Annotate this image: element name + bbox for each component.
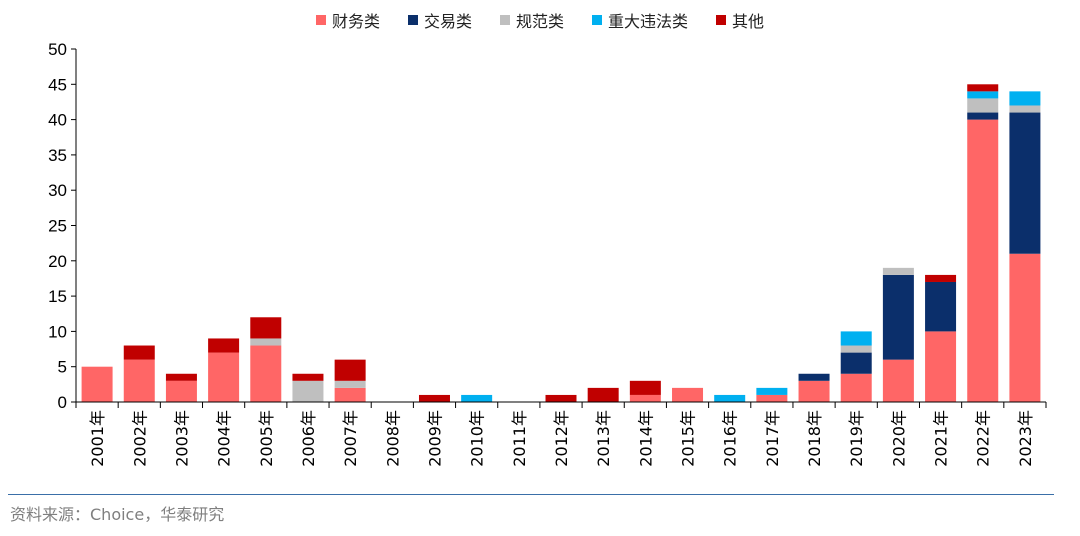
- bar-segment: [967, 112, 999, 120]
- bar-segment: [967, 119, 999, 402]
- bar-segment: [81, 366, 113, 402]
- x-tick-label: 2005年: [257, 410, 276, 467]
- y-tick-label: 40: [48, 111, 67, 130]
- bar-segment: [165, 373, 197, 381]
- legend-label: 其他: [732, 12, 765, 31]
- x-tick-label: 2016年: [721, 410, 740, 467]
- bar-segment: [334, 387, 366, 402]
- bar-segment: [123, 359, 155, 402]
- bar-segment: [882, 359, 914, 402]
- legend-swatch: [592, 15, 602, 25]
- bar-segment: [756, 394, 788, 402]
- y-tick-label: 0: [58, 393, 67, 412]
- bar-segment: [587, 387, 619, 402]
- bar-segment: [1009, 105, 1041, 113]
- bar-segment: [967, 91, 999, 99]
- bar-segment: [545, 394, 577, 402]
- bar-segment: [882, 274, 914, 360]
- x-tick-label: 2023年: [1016, 410, 1035, 467]
- y-tick-label: 45: [48, 75, 67, 94]
- y-tick-label: 10: [48, 322, 67, 341]
- bar-segment: [672, 387, 704, 402]
- y-tick-label: 30: [48, 181, 67, 200]
- bar-segment: [882, 267, 914, 275]
- bar-segment: [123, 345, 155, 360]
- stacked-bar-chart: 0 5 10 15 20 25 30 35 40 45 50 2001年 2002年 2003年 2004年…: [48, 40, 1047, 467]
- x-tick-label: 2007年: [341, 410, 360, 467]
- bar-segment: [925, 274, 957, 282]
- bar-segment: [250, 345, 282, 402]
- legend-item: 其他: [716, 8, 764, 32]
- bar-segment: [629, 380, 661, 395]
- x-tick-label: 2006年: [299, 410, 318, 467]
- x-tick-label: 2004年: [215, 410, 234, 467]
- legend-swatch: [407, 15, 418, 25]
- y-tick-label: 25: [48, 217, 67, 236]
- legend-item: 财务类: [315, 8, 380, 32]
- legend-swatch: [315, 15, 326, 25]
- x-tick-label: 2008年: [383, 410, 402, 467]
- legend-label: 规范类: [515, 12, 564, 31]
- bar-segment: [461, 394, 493, 402]
- bar-segment: [925, 281, 957, 332]
- y-tick-label: 35: [48, 146, 67, 165]
- x-tick-label: 2002年: [130, 410, 149, 467]
- x-tick-label: 2022年: [974, 410, 993, 467]
- y-tick-label: 50: [48, 40, 67, 59]
- y-tick-label: 5: [58, 358, 67, 377]
- bar-segment: [840, 345, 872, 353]
- bar-segment: [840, 373, 872, 402]
- bar-segment: [250, 338, 282, 346]
- legend-swatch: [499, 15, 510, 25]
- bar-segment: [418, 394, 450, 402]
- legend-item: 交易类: [407, 8, 472, 32]
- bar-segment: [208, 352, 240, 402]
- bar-segment: [840, 352, 872, 374]
- bar-segment: [798, 373, 830, 381]
- bar-segment: [840, 331, 872, 346]
- y-tick-label: 15: [48, 287, 67, 306]
- bar-segment: [967, 84, 999, 92]
- x-tick-label: 2012年: [552, 410, 571, 467]
- bar-segment: [208, 338, 240, 353]
- legend-item: 规范类: [499, 8, 564, 32]
- x-tick-label: 2001年: [88, 410, 107, 467]
- x-tick-label: 2003年: [172, 410, 191, 467]
- x-tick-label: 2011年: [510, 410, 529, 467]
- bar-segment: [1009, 112, 1041, 254]
- bar-segment: [714, 394, 746, 402]
- y-tick-label: 20: [48, 252, 67, 271]
- chart-legend: 财务类 交易类 规范类 重大违法类 其他: [0, 8, 1080, 32]
- bar-segment: [292, 380, 324, 402]
- bar-segment: [967, 98, 999, 113]
- bar-segment: [1009, 253, 1041, 402]
- bar-segment: [334, 359, 366, 381]
- legend-label: 交易类: [423, 12, 472, 31]
- x-tick-label: 2015年: [679, 410, 698, 467]
- x-tick-label: 2020年: [889, 410, 908, 467]
- x-tick-label: 2009年: [425, 410, 444, 467]
- bar-segment: [334, 380, 366, 388]
- x-tick-label: 2021年: [932, 410, 951, 467]
- legend-label: 重大违法类: [608, 12, 689, 31]
- bar-segment: [925, 331, 957, 402]
- bar-segment: [165, 380, 197, 402]
- bar-segment: [1009, 91, 1041, 106]
- legend-swatch: [716, 15, 727, 25]
- bar-segment: [798, 380, 830, 402]
- legend-label: 财务类: [331, 12, 380, 31]
- bar-segment: [629, 394, 661, 402]
- bar-segment: [756, 387, 788, 395]
- x-tick-label: 2019年: [847, 410, 866, 467]
- legend-item: 重大违法类: [592, 8, 688, 32]
- x-tick-label: 2014年: [636, 410, 655, 467]
- x-tick-label: 2010年: [468, 410, 487, 467]
- source-note: 资料来源：Choice，华泰研究: [10, 505, 225, 524]
- x-tick-label: 2018年: [805, 410, 824, 467]
- x-tick-label: 2017年: [763, 410, 782, 467]
- footer-divider: [8, 494, 1054, 495]
- bar-segment: [292, 373, 324, 381]
- x-tick-label: 2013年: [594, 410, 613, 467]
- bar-segment: [250, 317, 282, 339]
